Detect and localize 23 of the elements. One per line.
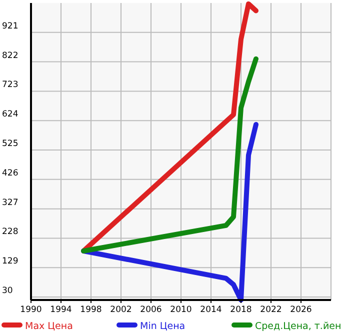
y-tick-label: 426 — [2, 168, 18, 178]
y-tick-label: 30 — [2, 286, 13, 296]
x-tick-label: 1998 — [80, 305, 102, 315]
y-tick-label: 327 — [2, 198, 18, 208]
legend-label: Max Цена — [25, 321, 73, 332]
y-tick-label: 723 — [2, 80, 18, 90]
x-tick-label: 2002 — [110, 305, 132, 315]
x-tick-label: 1994 — [50, 305, 72, 315]
x-tick-label: 2018 — [230, 305, 252, 315]
y-tick-label: 624 — [2, 110, 18, 120]
legend-label: Сред.Цена, т.йен — [255, 321, 342, 332]
x-tick-label: 2010 — [170, 305, 192, 315]
y-tick-label: 228 — [2, 227, 18, 238]
y-tick-label: 129 — [2, 256, 18, 267]
x-tick-label: 2022 — [260, 305, 282, 315]
x-tick-label: 2006 — [140, 305, 162, 315]
y-tick-label: 822 — [2, 50, 18, 61]
y-tick-label: 921 — [2, 21, 18, 32]
legend-label: Min Цена — [140, 321, 186, 332]
x-tick-label: 2026 — [290, 305, 312, 315]
y-tick-label: 525 — [2, 139, 18, 150]
x-tick-label: 2014 — [200, 305, 222, 315]
x-tick-label: 1990 — [20, 305, 42, 315]
